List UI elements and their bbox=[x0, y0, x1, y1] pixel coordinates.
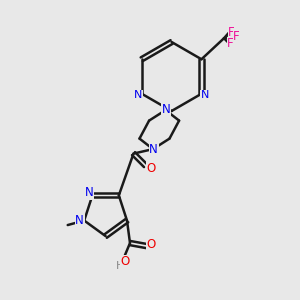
Text: N: N bbox=[85, 187, 94, 200]
Text: N: N bbox=[149, 143, 158, 156]
Text: N: N bbox=[201, 90, 209, 100]
Text: N: N bbox=[75, 214, 84, 227]
Text: O: O bbox=[146, 161, 155, 175]
Text: F: F bbox=[228, 26, 235, 39]
Text: F: F bbox=[227, 37, 234, 50]
Text: N: N bbox=[162, 103, 171, 116]
Text: O: O bbox=[146, 238, 156, 251]
Text: F: F bbox=[233, 30, 240, 43]
Text: O: O bbox=[121, 256, 130, 268]
Text: H: H bbox=[116, 262, 124, 272]
Text: N: N bbox=[134, 90, 142, 100]
